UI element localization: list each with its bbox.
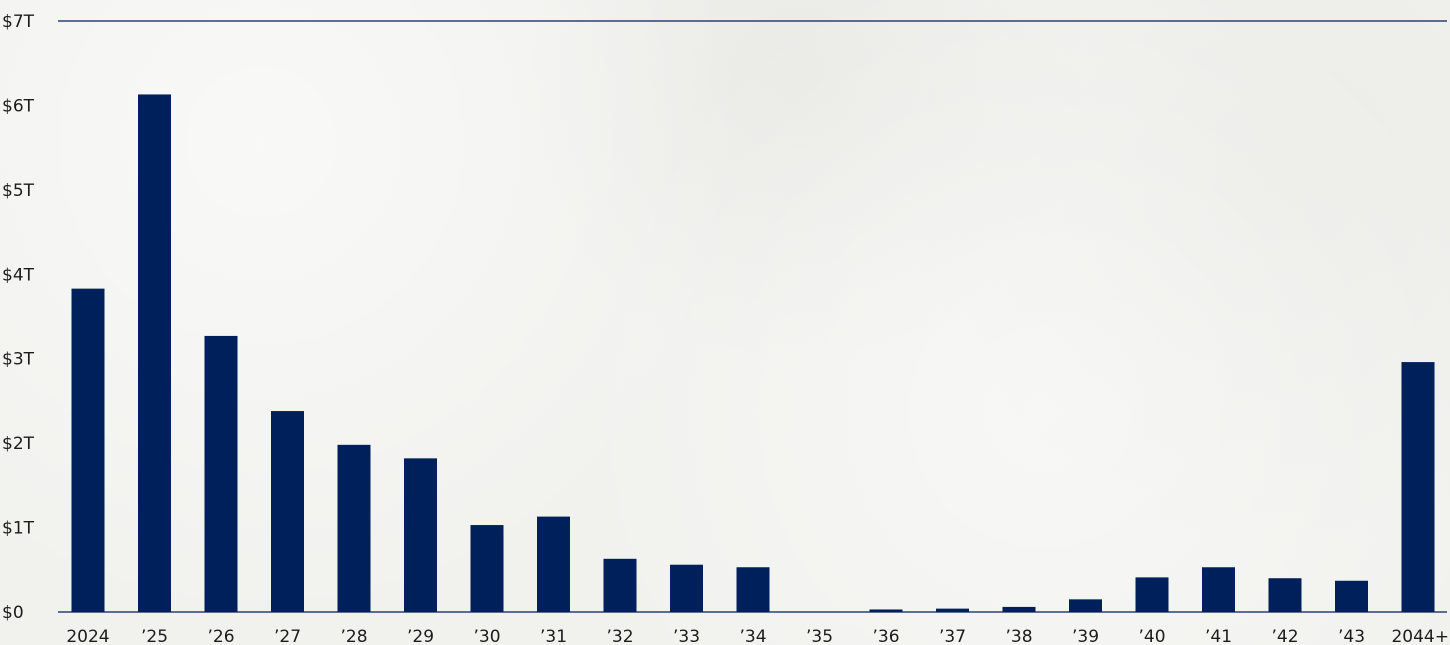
x-tick-label: ’41 (1205, 627, 1232, 645)
x-tick-label: ’27 (274, 627, 301, 645)
x-tick-label: ’25 (141, 627, 168, 645)
x-tick-label: ’32 (606, 627, 633, 645)
bar (603, 558, 637, 612)
bar (537, 516, 570, 612)
x-tick-label: 2024 (66, 627, 109, 645)
x-tick-label: ’43 (1338, 627, 1365, 645)
x-tick-label: ’34 (739, 627, 766, 645)
x-tick-label: ’28 (340, 627, 367, 645)
y-tick-label: $7T (2, 12, 35, 32)
bar (1002, 606, 1036, 612)
bar (1069, 599, 1102, 612)
x-tick-label: ’39 (1072, 627, 1099, 645)
y-tick-label: $5T (2, 181, 35, 201)
x-axis: 2024 ’25 ’26 ’27 ’28 ’29 ’30 ’31 ’32 ’33 ’34 ’35 ’36… (66, 627, 1449, 645)
x-tick-label: ’42 (1271, 627, 1298, 645)
bar (138, 94, 171, 612)
bar (404, 458, 437, 612)
bar (470, 525, 504, 612)
x-tick-label: ’31 (540, 627, 567, 645)
bar (1135, 577, 1169, 612)
bar (670, 564, 703, 612)
y-tick-label: $6T (2, 96, 35, 116)
x-tick-label: ’26 (207, 627, 234, 645)
bar (869, 609, 903, 612)
bar (271, 411, 304, 612)
y-tick-label: $0 (2, 603, 24, 623)
bar (736, 567, 770, 612)
x-tick-label: 2044+ (1391, 627, 1449, 645)
bar (1268, 578, 1302, 612)
bar (71, 288, 105, 612)
x-tick-label: ’35 (806, 627, 833, 645)
bars (71, 94, 1435, 612)
x-tick-label: ’29 (407, 627, 434, 645)
bar (1202, 567, 1235, 612)
x-tick-label: ’33 (673, 627, 700, 645)
x-tick-label: ’30 (473, 627, 500, 645)
x-tick-label: ’36 (872, 627, 899, 645)
y-tick-label: $2T (2, 434, 35, 454)
bar (936, 608, 969, 612)
bar (1335, 580, 1368, 612)
x-tick-label: ’38 (1005, 627, 1032, 645)
bar (1401, 362, 1435, 612)
y-tick-label: $3T (2, 350, 35, 370)
bar (204, 335, 238, 612)
bar (337, 444, 371, 612)
x-tick-label: ’40 (1138, 627, 1165, 645)
x-tick-label: ’37 (939, 627, 966, 645)
y-tick-label: $4T (2, 265, 35, 285)
y-tick-label: $1T (2, 519, 35, 539)
